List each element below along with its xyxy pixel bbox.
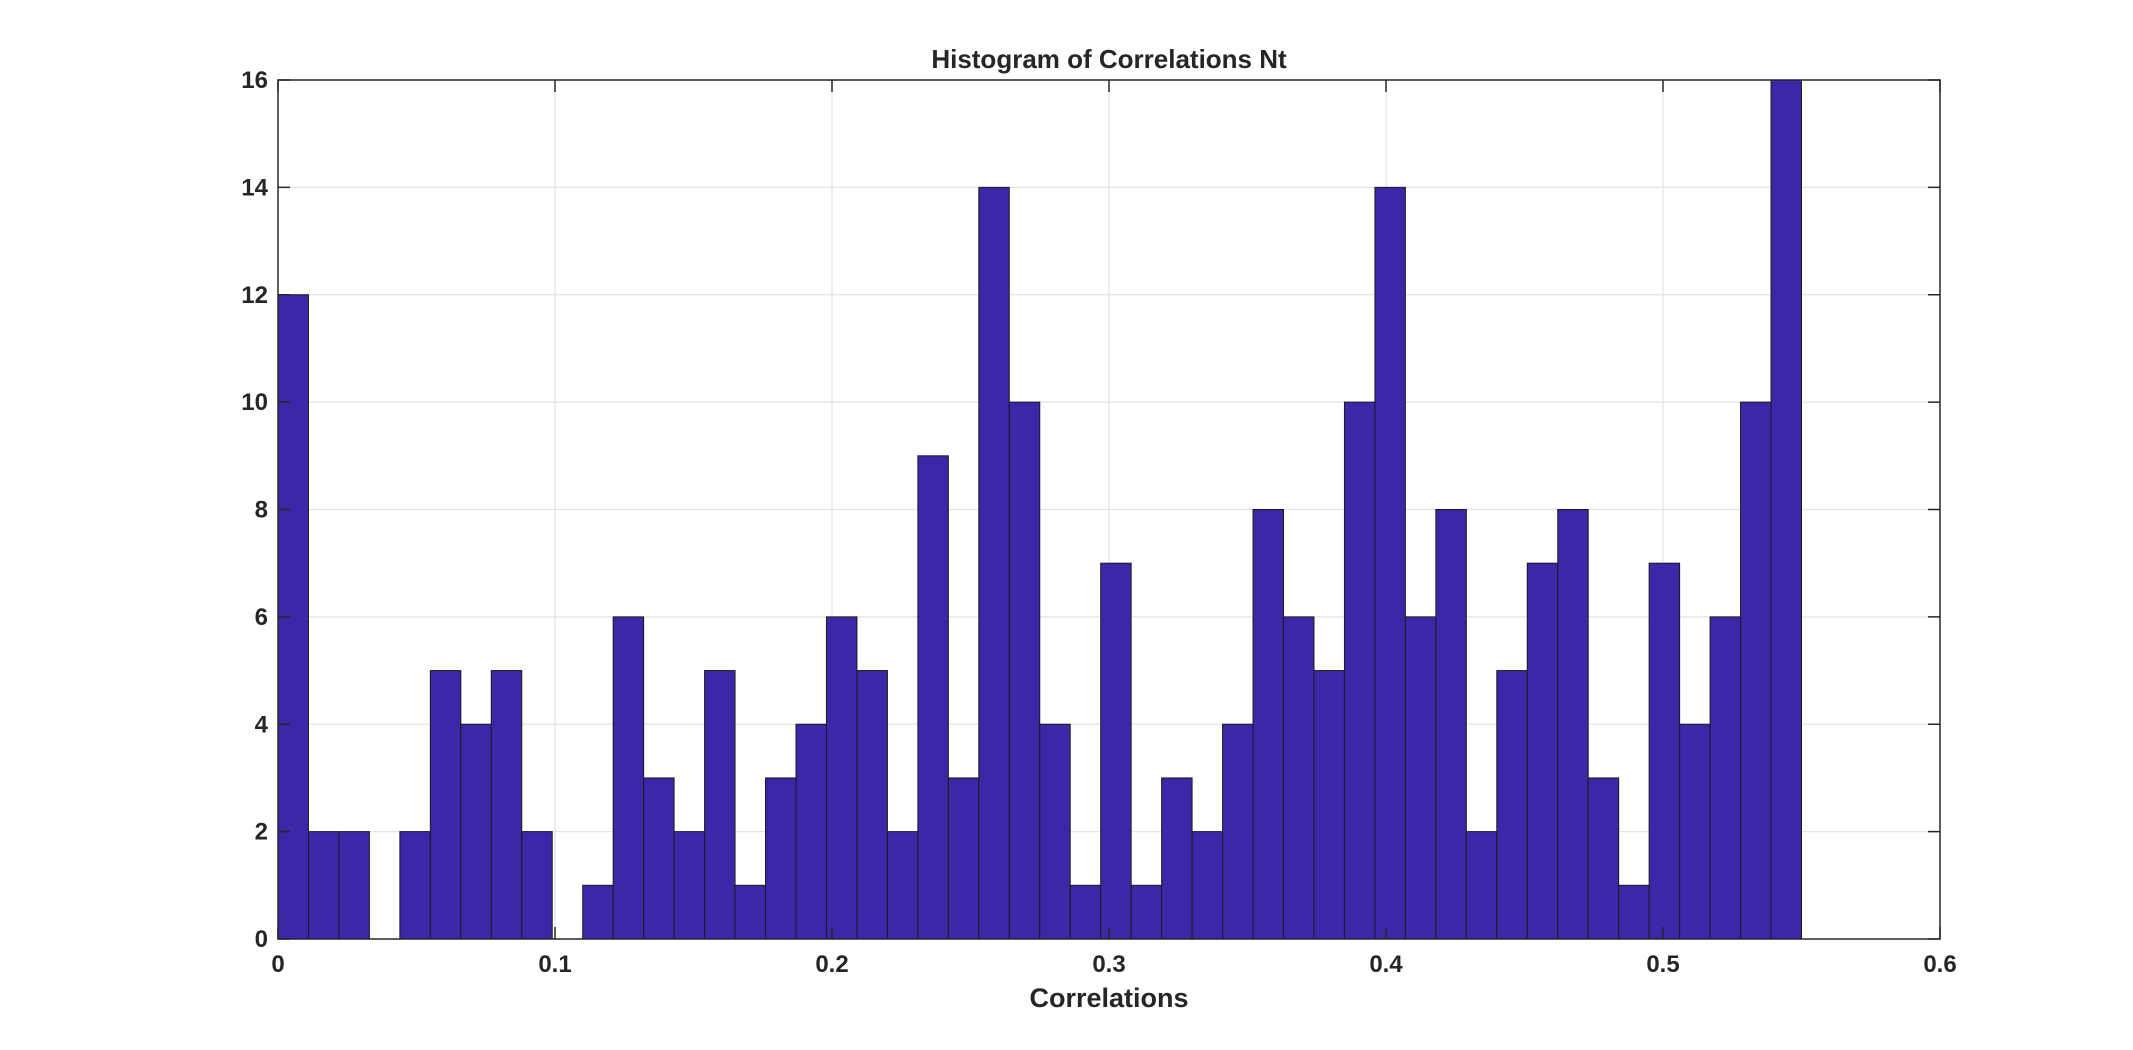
histogram-bar bbox=[1008, 401, 1041, 940]
y-tick-label: 6 bbox=[255, 604, 268, 631]
y-tick-label: 12 bbox=[241, 282, 268, 309]
histogram-bar bbox=[612, 616, 645, 940]
histogram-bar bbox=[1740, 401, 1772, 940]
x-tick-label: 0.5 bbox=[1646, 951, 1679, 978]
x-tick-label: 0.3 bbox=[1092, 951, 1125, 978]
y-tick-label: 16 bbox=[241, 67, 268, 94]
histogram-bar bbox=[1648, 562, 1681, 940]
histogram-bar bbox=[1161, 777, 1193, 940]
histogram-bar bbox=[1069, 884, 1102, 940]
histogram-bar bbox=[1435, 509, 1467, 940]
x-tick-label: 0.6 bbox=[1923, 951, 1956, 978]
histogram-bar bbox=[1587, 777, 1620, 940]
histogram-bar bbox=[1130, 884, 1163, 940]
axes-frame bbox=[277, 79, 1941, 940]
x-tick-label: 0.4 bbox=[1369, 951, 1403, 978]
histogram-bar bbox=[399, 831, 431, 940]
histogram-bar bbox=[947, 777, 980, 940]
histogram-bar bbox=[704, 670, 736, 940]
histogram-bar bbox=[1709, 616, 1742, 940]
histogram-bar bbox=[1465, 831, 1498, 940]
histogram-bar bbox=[429, 670, 462, 940]
histogram-bar bbox=[1557, 509, 1589, 940]
chart-title: Histogram of Correlations Nt bbox=[931, 44, 1287, 74]
histogram-bar bbox=[1191, 831, 1224, 940]
histogram-bar bbox=[1343, 401, 1376, 940]
histogram-bar bbox=[856, 670, 888, 940]
histogram-bar bbox=[582, 884, 614, 940]
histogram-bar bbox=[1283, 616, 1315, 940]
y-tick-label: 2 bbox=[255, 819, 268, 846]
histogram-bar bbox=[1770, 79, 1803, 940]
histogram-bar bbox=[643, 777, 675, 940]
y-tick-label: 14 bbox=[241, 174, 268, 201]
histogram-bar bbox=[1618, 884, 1650, 940]
histogram-bar bbox=[1526, 562, 1559, 940]
y-tick-label: 4 bbox=[255, 711, 269, 738]
histogram-bar bbox=[734, 884, 767, 940]
y-tick-label: 10 bbox=[241, 389, 268, 416]
y-tick-label: 0 bbox=[255, 926, 268, 953]
histogram-bar bbox=[673, 831, 706, 940]
histogram-bar bbox=[1496, 670, 1528, 940]
histogram-bar bbox=[490, 670, 523, 940]
histogram-bar bbox=[338, 831, 370, 940]
histogram-bar bbox=[521, 831, 553, 940]
histogram-bar bbox=[765, 777, 797, 940]
histogram-bar bbox=[795, 723, 827, 940]
histogram-bar bbox=[917, 455, 949, 940]
histogram-bar bbox=[886, 831, 919, 940]
histogram-bar bbox=[307, 831, 340, 940]
x-axis-label: Correlations bbox=[1029, 983, 1188, 1013]
y-tick-labels: 0 2 4 6 8 10 12 14 16 bbox=[241, 67, 268, 953]
histogram-bars bbox=[277, 79, 1803, 940]
histogram-bar bbox=[1313, 670, 1345, 940]
histogram-bar bbox=[1222, 723, 1254, 940]
x-tick-label: 0 bbox=[271, 951, 284, 978]
histogram-bar bbox=[1252, 509, 1285, 940]
histogram-bar bbox=[1374, 186, 1406, 940]
histogram-bar bbox=[1404, 616, 1437, 940]
histogram-bar bbox=[978, 186, 1010, 940]
x-tick-label: 0.1 bbox=[538, 951, 571, 978]
y-tick-label: 8 bbox=[255, 497, 268, 524]
histogram-bar bbox=[1100, 562, 1132, 940]
histogram-bar bbox=[825, 616, 858, 940]
histogram-bar bbox=[1679, 723, 1711, 940]
histogram-bar bbox=[460, 723, 492, 940]
x-tick-labels: 0 0.1 0.2 0.3 0.4 0.5 0.6 bbox=[271, 951, 1956, 978]
x-tick-label: 0.2 bbox=[815, 951, 848, 978]
histogram-bar bbox=[1039, 723, 1071, 940]
